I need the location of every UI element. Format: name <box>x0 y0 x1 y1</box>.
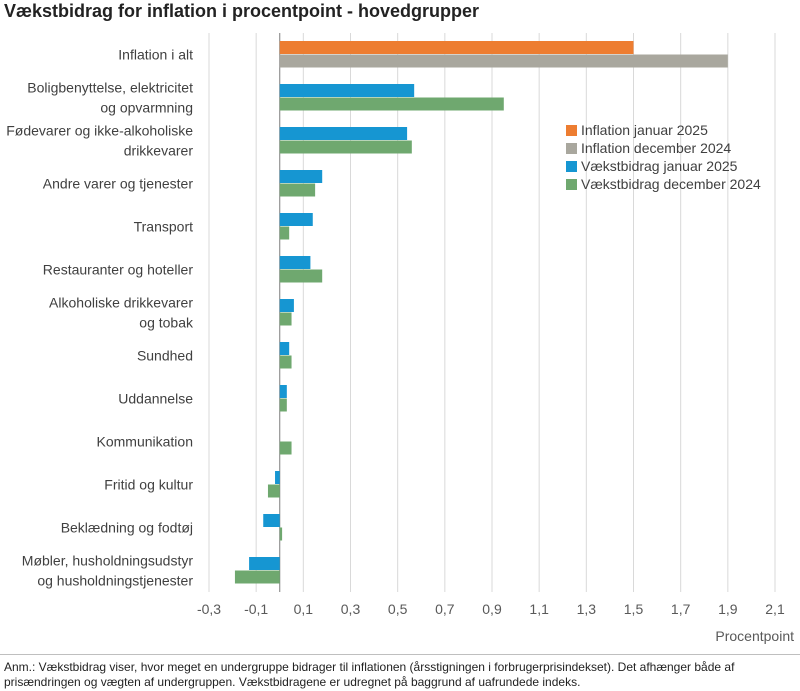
bar-2 <box>279 54 728 68</box>
x-tick-label: -0,3 <box>197 601 221 617</box>
category-label-line: og husholdningstjenester <box>37 573 193 589</box>
category-label: Sundhed <box>137 348 193 364</box>
bar-4 <box>279 183 316 197</box>
legend-label: Vækstbidrag december 2024 <box>581 176 761 192</box>
bar-3 <box>279 299 294 312</box>
legend-swatch <box>566 161 577 172</box>
category-label-line: Transport <box>134 219 194 235</box>
bar-1 <box>279 41 634 54</box>
bar-4 <box>279 355 292 369</box>
bar-3 <box>279 170 323 183</box>
x-tick-label: 0,1 <box>294 601 314 617</box>
category-label: Restauranter og hoteller <box>43 262 194 278</box>
x-tick-label: 1,1 <box>529 601 549 617</box>
bar-3 <box>279 256 311 269</box>
bar-4 <box>234 570 280 584</box>
legend-label: Vækstbidrag januar 2025 <box>581 158 738 174</box>
bar-4 <box>279 527 283 541</box>
category-label: Kommunikation <box>97 434 194 450</box>
bar-4 <box>279 398 287 412</box>
category-label: Boligbenyttelse, elektricitet og opvarmni… <box>27 80 193 116</box>
category-label-line: og opvarmning <box>100 100 193 116</box>
category-label-line: Beklædning og fodtøj <box>61 520 193 536</box>
chart-title: Vækstbidrag for inflation i procentpoint… <box>4 1 480 21</box>
x-tick-label: 0,9 <box>482 601 502 617</box>
bar-4 <box>279 97 504 111</box>
x-tick-label: 0,5 <box>388 601 408 617</box>
category-label: Uddannelse <box>118 391 193 407</box>
bar-3 <box>279 213 313 226</box>
category-label: Alkoholiske drikkevarer og tobak <box>49 295 194 331</box>
category-label-line: Andre varer og tjenester <box>43 176 194 192</box>
category-label-line: Fødevarer og ikke-alkoholiske <box>6 123 193 139</box>
category-label: Beklædning og fodtøj <box>61 520 193 536</box>
category-label-line: Boligbenyttelse, elektricitet <box>27 80 193 96</box>
x-axis-label: Procentpoint <box>715 628 794 644</box>
divider <box>0 654 800 655</box>
category-label: Inflation i alt <box>118 47 193 63</box>
x-tick-label: 0,3 <box>341 601 361 617</box>
category-label-line: Kommunikation <box>97 434 194 450</box>
category-label-line: Inflation i alt <box>118 47 193 63</box>
bar-3 <box>263 514 280 527</box>
category-label-line: Fritid og kultur <box>104 477 193 493</box>
legend-label: Inflation december 2024 <box>581 140 731 156</box>
bar-3 <box>249 557 280 570</box>
legend-swatch <box>566 143 577 154</box>
category-label: Fritid og kultur <box>104 477 193 493</box>
bar-3 <box>279 385 287 398</box>
x-tick-label: 1,7 <box>671 601 691 617</box>
x-tick-label: 1,3 <box>577 601 597 617</box>
x-tick-label: 0,7 <box>435 601 455 617</box>
bar-3 <box>279 342 290 355</box>
category-label: Fødevarer og ikke-alkoholiske drikkevarer <box>6 123 193 159</box>
legend-label: Inflation januar 2025 <box>581 122 708 138</box>
category-label-line: drikkevarer <box>124 143 194 159</box>
category-label-line: Uddannelse <box>118 391 193 407</box>
category-label-line: Alkoholiske drikkevarer <box>49 295 193 311</box>
x-tick-label: -0,1 <box>244 601 268 617</box>
category-label: Andre varer og tjenester <box>43 176 194 192</box>
category-label: Transport <box>134 219 194 235</box>
bar-3 <box>279 127 408 140</box>
bar-4 <box>267 484 280 498</box>
category-label-line: Sundhed <box>137 348 193 364</box>
chart-note: Anm.: Vækstbidrag viser, hvor meget en u… <box>4 660 735 689</box>
bar-4 <box>279 226 290 240</box>
legend-swatch <box>566 179 577 190</box>
category-label-line: Møbler, husholdningsudstyr <box>22 553 194 569</box>
x-tick-label: 1,9 <box>718 601 738 617</box>
bar-3 <box>275 471 280 484</box>
bar-4 <box>279 312 292 326</box>
x-tick-label: 1,5 <box>624 601 644 617</box>
category-label-line: Restauranter og hoteller <box>43 262 194 278</box>
bar-chart: Inflation i alt Boligbenyttelse, elektric… <box>6 33 794 644</box>
legend-swatch <box>566 125 577 136</box>
x-tick-label: 2,1 <box>765 601 785 617</box>
category-label-line: og tobak <box>139 315 194 331</box>
bar-3 <box>279 84 415 97</box>
category-label: Møbler, husholdningsudstyr og husholdning… <box>22 553 194 589</box>
bar-4 <box>279 140 412 154</box>
bar-4 <box>279 441 292 455</box>
bar-4 <box>279 269 323 283</box>
